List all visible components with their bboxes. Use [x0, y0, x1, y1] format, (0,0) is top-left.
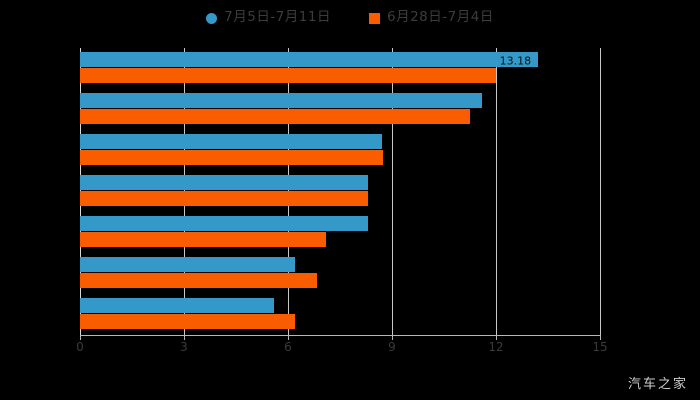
bar-series-0-category-6[interactable] — [80, 298, 275, 313]
bar-series-1-category-0[interactable] — [80, 68, 496, 83]
bar-series-0-category-0[interactable] — [80, 52, 538, 67]
plot-area — [80, 48, 601, 335]
bar-data-label-0: 13.18 — [499, 54, 532, 67]
bar-series-0-category-5[interactable] — [80, 257, 295, 272]
legend-label-series-0: 7月5日-7月11日 — [224, 9, 331, 26]
watermark: 汽车之家 — [627, 377, 688, 392]
x-tick-mark-15 — [600, 335, 601, 340]
legend-marker-square-icon — [369, 12, 380, 24]
x-tick-label-12: 12 — [488, 340, 504, 354]
x-tick-mark-9 — [392, 335, 393, 340]
legend-item-series-0[interactable]: 7月5日-7月11日 — [206, 11, 331, 25]
bar-series-1-category-2[interactable] — [80, 150, 384, 165]
chart-legend: 7月5日-7月11日 6月28日-7月4日 — [0, 6, 700, 30]
bar-series-1-category-5[interactable] — [80, 273, 318, 288]
bar-series-1-category-4[interactable] — [80, 232, 327, 247]
gridline-x-12 — [496, 48, 497, 335]
bar-series-1-category-3[interactable] — [80, 191, 368, 206]
x-tick-mark-3 — [184, 335, 185, 340]
x-tick-label-3: 3 — [180, 340, 188, 354]
x-tick-label-9: 9 — [388, 340, 396, 354]
legend-item-series-1[interactable]: 6月28日-7月4日 — [369, 11, 494, 25]
legend-label-series-1: 6月28日-7月4日 — [387, 9, 494, 26]
bar-series-0-category-4[interactable] — [80, 216, 368, 231]
gridline-x-9 — [392, 48, 393, 335]
bar-series-0-category-1[interactable] — [80, 93, 483, 108]
gridline-x-15 — [600, 48, 601, 335]
x-tick-mark-12 — [496, 335, 497, 340]
x-tick-mark-6 — [288, 335, 289, 340]
x-tick-label-15: 15 — [592, 340, 608, 354]
bar-series-0-category-2[interactable] — [80, 134, 382, 149]
bar-series-0-category-3[interactable] — [80, 175, 368, 190]
legend-marker-circle-icon — [206, 12, 218, 24]
x-tick-label-6: 6 — [284, 340, 292, 354]
x-tick-label-0: 0 — [76, 340, 84, 354]
bar-series-1-category-6[interactable] — [80, 314, 295, 329]
bar-series-1-category-1[interactable] — [80, 109, 470, 124]
x-axis-line — [80, 335, 601, 336]
x-tick-mark-0 — [80, 335, 81, 340]
